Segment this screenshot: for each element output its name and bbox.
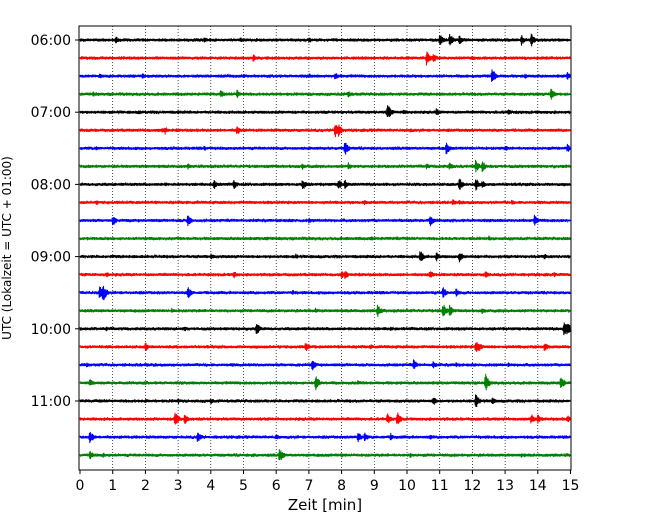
seismic-trace (79, 88, 571, 100)
seismic-trace (79, 124, 571, 138)
x-tick-label: 8 (337, 478, 346, 494)
seismic-trace (79, 51, 571, 66)
x-tick-label: 14 (529, 478, 547, 494)
x-axis-label: Zeit [min] (288, 496, 362, 514)
x-tick-label: 11 (431, 478, 449, 494)
x-tick-label: 5 (239, 478, 248, 494)
x-tick-label: 3 (174, 478, 183, 494)
seismic-trace (79, 159, 571, 173)
x-tick-label: 12 (463, 478, 481, 494)
x-tick-label: 10 (398, 478, 416, 494)
seismic-trace (79, 431, 571, 444)
seismic-trace (79, 105, 571, 118)
seismic-trace (79, 285, 571, 301)
seismic-trace (79, 33, 571, 47)
y-tick-label: 08:00 (31, 177, 71, 193)
seismic-trace (79, 304, 571, 317)
y-axis-label: UTC (Lokalzeit = UTC + 01:00) (0, 156, 14, 340)
seismic-trace (79, 322, 571, 336)
x-tick-label: 15 (562, 478, 580, 494)
seismic-trace (79, 412, 571, 425)
x-tick-label: 13 (496, 478, 514, 494)
seismic-trace (79, 251, 571, 263)
seismic-trace (79, 142, 571, 155)
seismic-traces (79, 33, 571, 461)
x-tick-label: 1 (108, 478, 117, 494)
seismic-trace (79, 449, 571, 461)
plot-frame (78, 25, 572, 471)
x-tick-label: 4 (206, 478, 215, 494)
x-tick-label: 0 (76, 478, 85, 494)
x-tick-label: 7 (304, 478, 313, 494)
y-tick-label: 06:00 (31, 33, 71, 49)
y-tick-label: 07:00 (31, 105, 71, 121)
vertical-gridlines (112, 26, 539, 470)
seismic-trace (79, 69, 571, 82)
x-tick-label: 2 (141, 478, 150, 494)
seismic-trace (79, 235, 571, 242)
seismic-trace (79, 199, 571, 206)
y-axis-ticks: 06:00 07:00 08:00 09:00 10:00 11:00 (31, 33, 79, 410)
seismic-trace (79, 271, 571, 280)
x-tick-label: 9 (370, 478, 379, 494)
y-tick-label: 09:00 (31, 250, 71, 266)
y-tick-label: 11:00 (31, 394, 71, 410)
seismic-trace (79, 178, 571, 191)
seismic-trace (79, 359, 571, 371)
y-tick-label: 10:00 (31, 322, 71, 338)
seismic-trace (79, 394, 571, 408)
x-tick-label: 6 (272, 478, 281, 494)
x-axis-ticks: 0 1 2 3 4 5 6 7 8 9 10 11 12 13 14 15 (76, 470, 580, 494)
seismic-trace (79, 373, 571, 391)
seismic-trace (79, 342, 571, 353)
seismic-trace (79, 214, 571, 227)
